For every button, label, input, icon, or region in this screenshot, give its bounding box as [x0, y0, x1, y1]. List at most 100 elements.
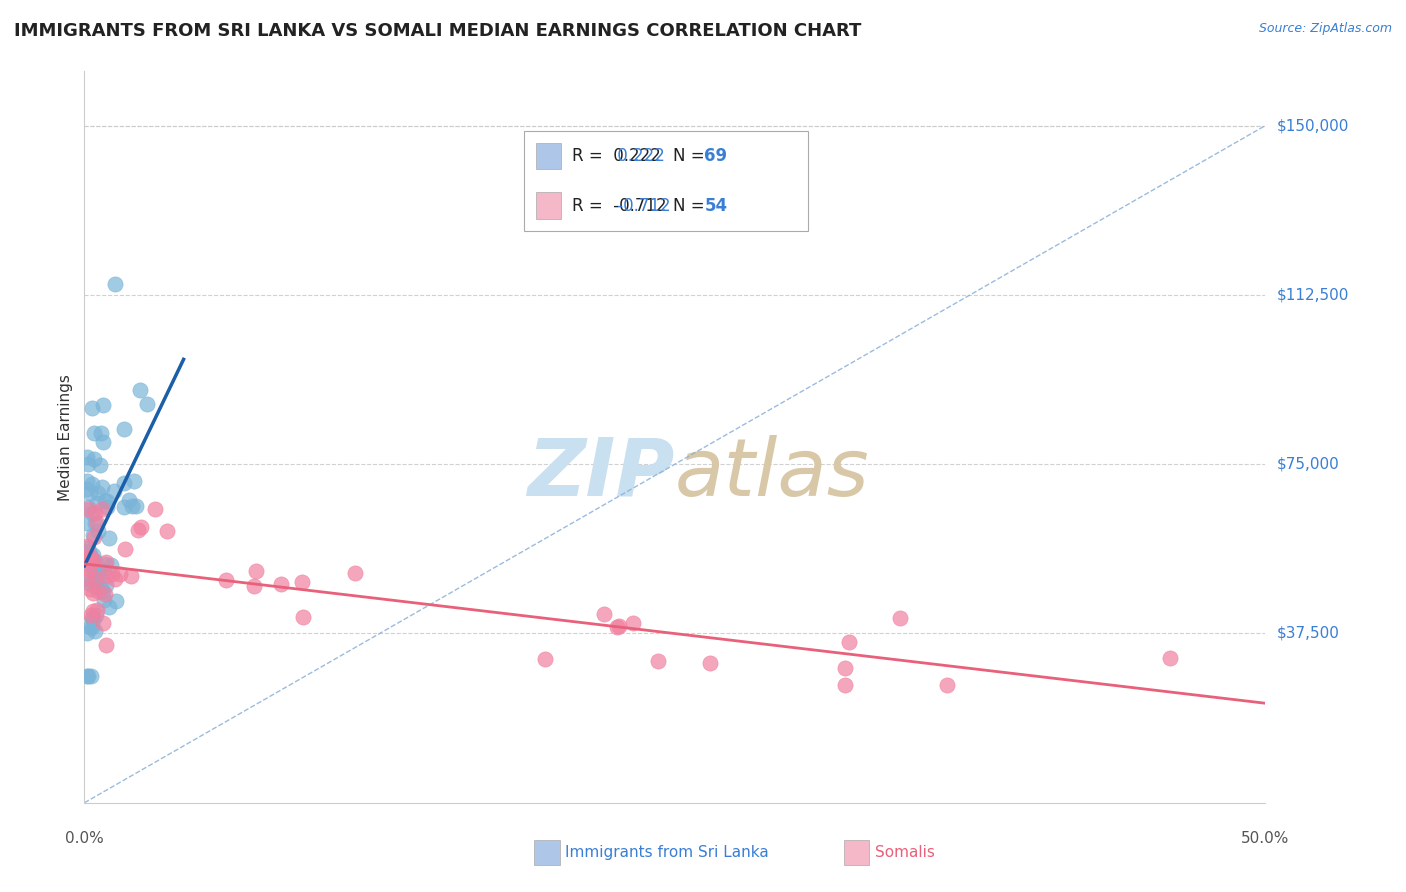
Point — [76, 625, 98, 640]
Point — [114, 542, 136, 557]
Point — [79, 669, 101, 683]
Text: -0.712: -0.712 — [612, 197, 671, 215]
Point — [609, 618, 631, 632]
Text: R =  0.222: R = 0.222 — [572, 147, 661, 165]
Point — [86, 603, 108, 617]
Point — [76, 549, 98, 564]
Point — [834, 661, 856, 675]
Point — [83, 426, 105, 441]
Text: R =  -0.712: R = -0.712 — [572, 197, 666, 215]
Point — [83, 566, 105, 580]
Text: 50.0%: 50.0% — [1241, 830, 1289, 846]
Point — [94, 577, 117, 591]
Point — [343, 566, 366, 580]
Point — [292, 609, 315, 624]
Point — [606, 620, 628, 634]
Point — [77, 558, 100, 572]
Text: atlas: atlas — [675, 434, 870, 513]
Point — [93, 434, 115, 449]
Point — [86, 486, 108, 500]
Point — [96, 638, 118, 652]
Point — [128, 384, 150, 398]
Point — [80, 607, 103, 622]
Y-axis label: Median Earnings: Median Earnings — [58, 374, 73, 500]
Point — [83, 557, 105, 571]
Point — [593, 607, 616, 621]
Point — [76, 450, 98, 464]
Point — [83, 507, 105, 521]
Text: $112,500: $112,500 — [1277, 287, 1348, 302]
Point — [889, 611, 911, 625]
Point — [97, 599, 120, 614]
Point — [76, 500, 98, 514]
Point — [104, 594, 127, 608]
Text: $75,000: $75,000 — [1277, 457, 1340, 472]
Point — [120, 569, 142, 583]
Point — [76, 475, 98, 489]
Point — [82, 613, 104, 627]
Point — [87, 524, 110, 539]
Point — [96, 494, 118, 508]
Point — [83, 451, 105, 466]
Point — [82, 549, 104, 563]
Point — [86, 516, 108, 531]
Point — [98, 531, 121, 545]
Point — [82, 586, 104, 600]
Point — [93, 592, 115, 607]
Point — [79, 573, 101, 587]
Point — [110, 567, 132, 582]
Point — [90, 425, 112, 440]
Point — [86, 496, 108, 510]
Point — [79, 577, 101, 591]
Point — [534, 652, 557, 666]
Point — [91, 585, 114, 599]
Text: $150,000: $150,000 — [1277, 118, 1348, 133]
Point — [143, 502, 166, 516]
Point — [91, 564, 114, 578]
Point — [91, 615, 114, 630]
Point — [83, 554, 105, 568]
Point — [77, 562, 100, 576]
Point — [76, 540, 98, 554]
Text: N =: N = — [673, 147, 710, 165]
Point — [79, 554, 101, 568]
Point — [76, 502, 98, 516]
Point — [127, 523, 149, 537]
Point — [80, 401, 103, 416]
Point — [90, 580, 112, 594]
Point — [93, 587, 115, 601]
Point — [80, 611, 103, 625]
Point — [104, 277, 127, 291]
Point — [91, 480, 114, 494]
Point — [77, 669, 100, 683]
Point — [86, 565, 108, 579]
Point — [91, 399, 114, 413]
Point — [699, 657, 721, 671]
Point — [76, 569, 98, 583]
Point — [245, 564, 267, 578]
Point — [100, 558, 122, 573]
Point — [112, 421, 135, 435]
Point — [82, 620, 104, 634]
Point — [84, 624, 107, 638]
Text: 54: 54 — [704, 197, 727, 215]
Point — [89, 566, 111, 581]
Point — [89, 458, 111, 472]
Point — [79, 486, 101, 500]
Text: Somalis: Somalis — [875, 846, 935, 860]
Point — [82, 604, 104, 618]
Point — [96, 500, 118, 514]
Point — [86, 579, 108, 593]
Point — [80, 506, 103, 520]
Point — [125, 500, 148, 514]
Point — [103, 484, 125, 499]
Text: $37,500: $37,500 — [1277, 626, 1340, 641]
Point — [935, 678, 957, 692]
Text: N =: N = — [673, 197, 710, 215]
Point — [76, 516, 98, 530]
Text: 0.0%: 0.0% — [65, 830, 104, 846]
Point — [76, 482, 98, 496]
Point — [121, 500, 143, 514]
Point — [621, 616, 644, 631]
Point — [83, 516, 105, 531]
